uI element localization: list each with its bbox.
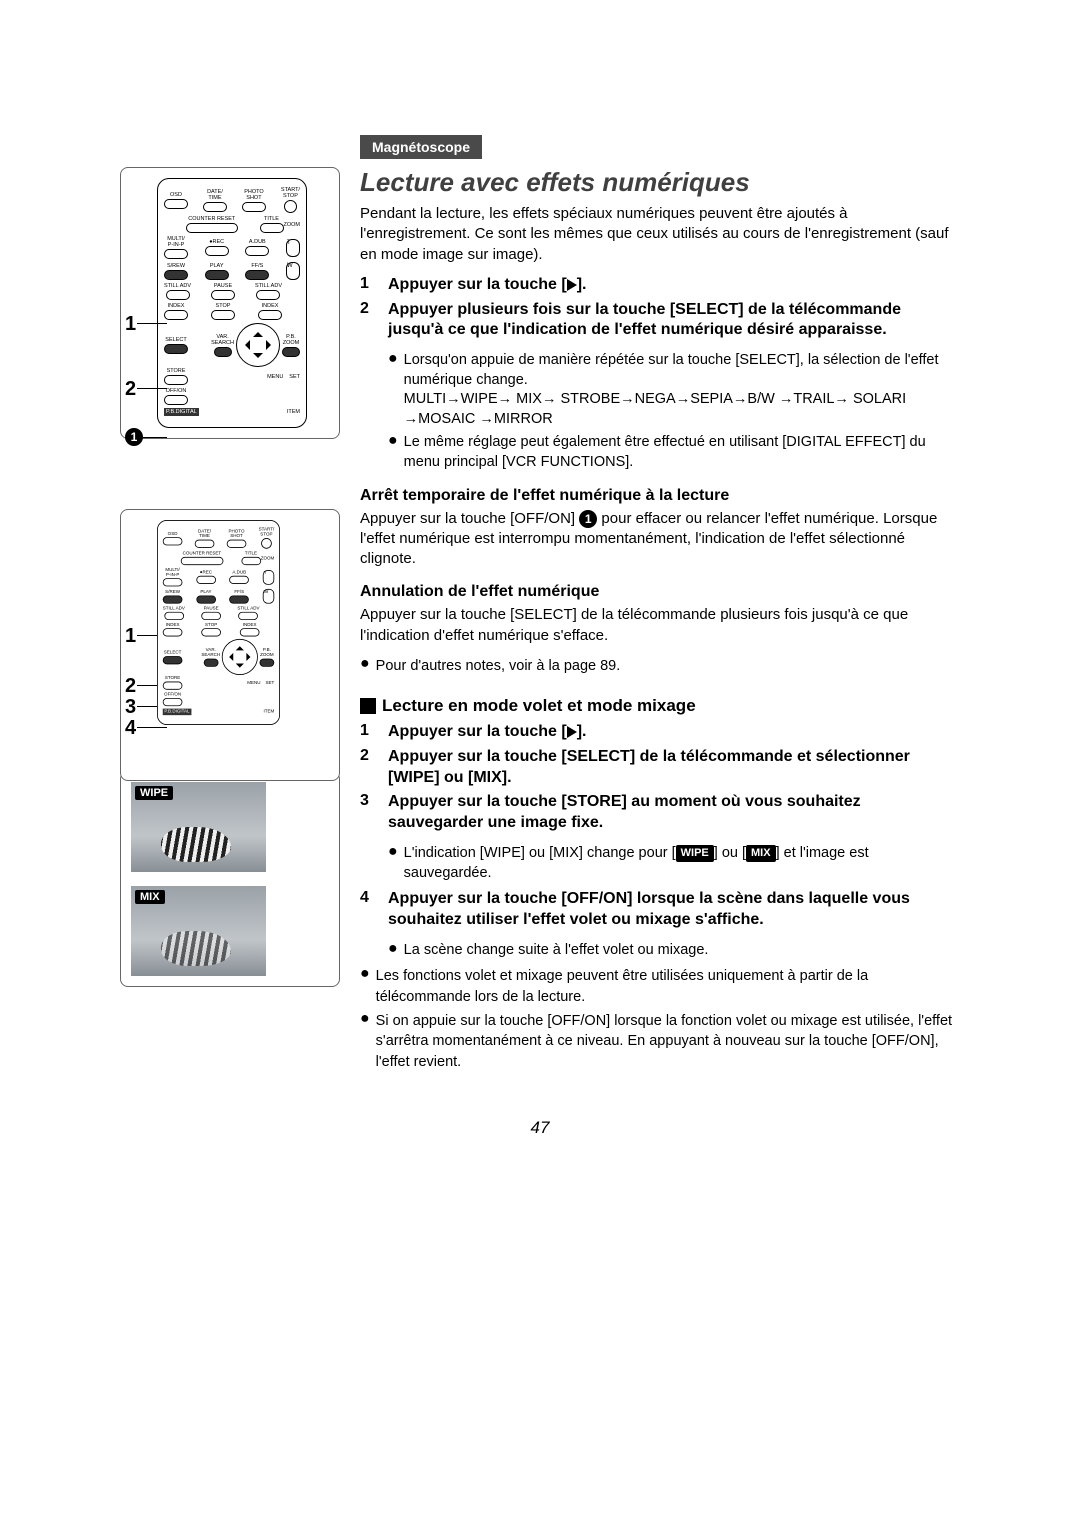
callout-2: 2 [125, 378, 136, 401]
steps-1: 1 Appuyer sur la touche []. 2 Appuyer pl… [360, 275, 960, 341]
wipe-badge: WIPE [135, 786, 173, 800]
note2-1: Les fonctions volet et mixage peuvent êt… [376, 966, 960, 1007]
mix-badge: MIX [135, 890, 165, 904]
remote-diagram-1: 1 2 1 OSD DATE/TIME PHOTOSHOT START/STOP [120, 167, 340, 439]
columns: 1 2 1 OSD DATE/TIME PHOTOSHOT START/STOP [120, 167, 960, 1078]
callout2-3: 3 [125, 696, 136, 719]
subheading-cancel: Annulation de l'effet numérique [360, 583, 960, 601]
step-1-text: Appuyer sur la touche []. [388, 275, 586, 296]
step-2-text: Appuyer plusieurs fois sur la touche [SE… [388, 300, 960, 342]
intro-text: Pendant la lecture, les effets spéciaux … [360, 204, 960, 265]
callout2-2: 2 [125, 675, 136, 698]
heading-wipe-mix: Lecture en mode volet et mode mixage [360, 696, 960, 716]
right-column: Lecture avec effets numériques Pendant l… [360, 167, 960, 1078]
step2-1-text: Appuyer sur la touche []. [388, 722, 586, 743]
callout2-1: 1 [125, 625, 136, 648]
p3: Appuyer sur la touche [SELECT] de la tél… [360, 605, 960, 646]
wipe-inline-badge: WIPE [676, 845, 714, 862]
note2-2: Si on appuie sur la touche [OFF/ON] lors… [376, 1011, 960, 1072]
mix-inline-badge: MIX [746, 845, 776, 862]
subheading-pause: Arrêt temporaire de l'effet numérique à … [360, 487, 960, 505]
section-tab: Magnétoscope [360, 135, 482, 159]
preview-wipe: WIPE [131, 782, 266, 872]
step2-4b: La scène change suite à l'effet volet ou… [404, 941, 709, 961]
remote-body-2: OSD DATE/TIME PHOTOSHOT START/STOP COUNT… [157, 520, 280, 725]
remote-body: OSD DATE/TIME PHOTOSHOT START/STOP COUNT… [157, 178, 307, 428]
play-icon-2 [567, 726, 577, 738]
remote-diagram-2: 1 2 3 4 OSD DATE/TIME PHOTOSHOT START/ST… [120, 509, 340, 781]
left-column: 1 2 1 OSD DATE/TIME PHOTOSHOT START/STOP [120, 167, 340, 1078]
steps-2: 1 Appuyer sur la touche []. 2 Appuyer su… [360, 722, 960, 834]
inline-bullet-1: 1 [579, 510, 597, 528]
sub1-b2: Le même réglage peut également être effe… [404, 433, 960, 472]
sub-bullets-1: ● Lorsqu'on appuie de manière répétée su… [360, 351, 960, 472]
step2-3b: L'indication [WIPE] ou [MIX] change pour… [404, 844, 960, 883]
play-icon [567, 279, 577, 291]
page-number: 47 [120, 1118, 960, 1138]
callout-bullet-1: 1 [125, 428, 143, 446]
page-container: Magnétoscope 1 2 1 OSD DATE/TIME [120, 135, 960, 1078]
step2-2-text: Appuyer sur la touche [SELECT] de la tél… [388, 747, 960, 789]
step-num-1: 1 [360, 275, 388, 296]
page-title: Lecture avec effets numériques [360, 167, 960, 198]
step-num-2: 2 [360, 300, 388, 342]
step2-3-text: Appuyer sur la touche [STORE] au moment … [388, 792, 960, 834]
sub1-seq: MULTI→WIPE→ MIX→ STROBE→NEGA→SEPIA→B/W →… [404, 390, 960, 429]
callout-1: 1 [125, 313, 136, 336]
p2: Appuyer sur la touche [OFF/ON] 1 pour ef… [360, 509, 960, 570]
step2-4-text: Appuyer sur la touche [OFF/ON] lorsque l… [388, 889, 960, 931]
sub1-b1: Lorsqu'on appuie de manière répétée sur … [404, 352, 939, 388]
note-1: Pour d'autres notes, voir à la page 89. [376, 656, 621, 676]
preview-box: WIPE MIX [120, 771, 340, 987]
preview-mix: MIX [131, 886, 266, 976]
callout2-4: 4 [125, 717, 136, 740]
square-icon [360, 698, 376, 714]
